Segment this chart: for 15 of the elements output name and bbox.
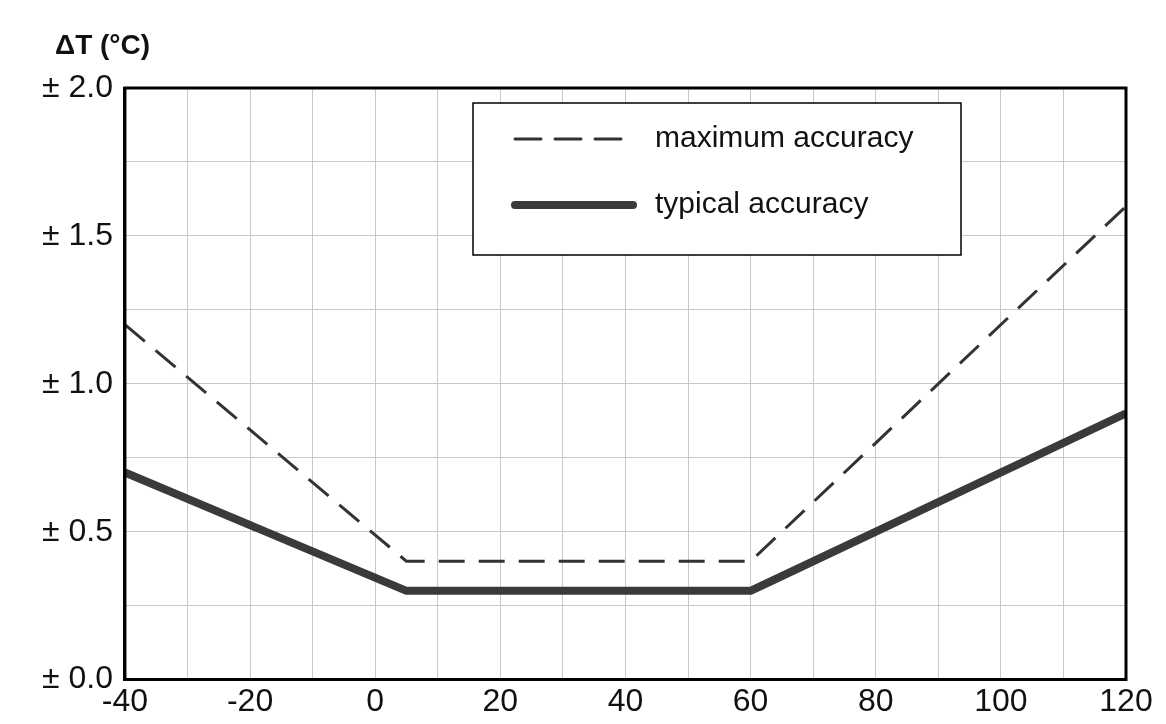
x-tick-label: 60 [732, 681, 769, 718]
x-tick-label: 0 [366, 681, 385, 718]
x-tick-label: 20 [482, 681, 519, 718]
legend-label: maximum accuracy [655, 120, 914, 154]
x-tick-label: 120 [1099, 681, 1153, 718]
x-tick-label: -20 [226, 681, 274, 718]
y-axis-title: ΔT (°C) [55, 28, 151, 60]
y-tick-label: ± 1.0 [42, 363, 113, 400]
y-tick-label: ± 1.5 [42, 215, 113, 252]
x-tick-label: 80 [857, 681, 894, 718]
x-tick-label: 100 [974, 681, 1028, 718]
y-tick-label: ± 0.5 [42, 511, 113, 548]
x-tick-label: 40 [607, 681, 644, 718]
legend-label: typical accuracy [655, 186, 869, 220]
y-tick-label: ± 2.0 [42, 67, 113, 104]
